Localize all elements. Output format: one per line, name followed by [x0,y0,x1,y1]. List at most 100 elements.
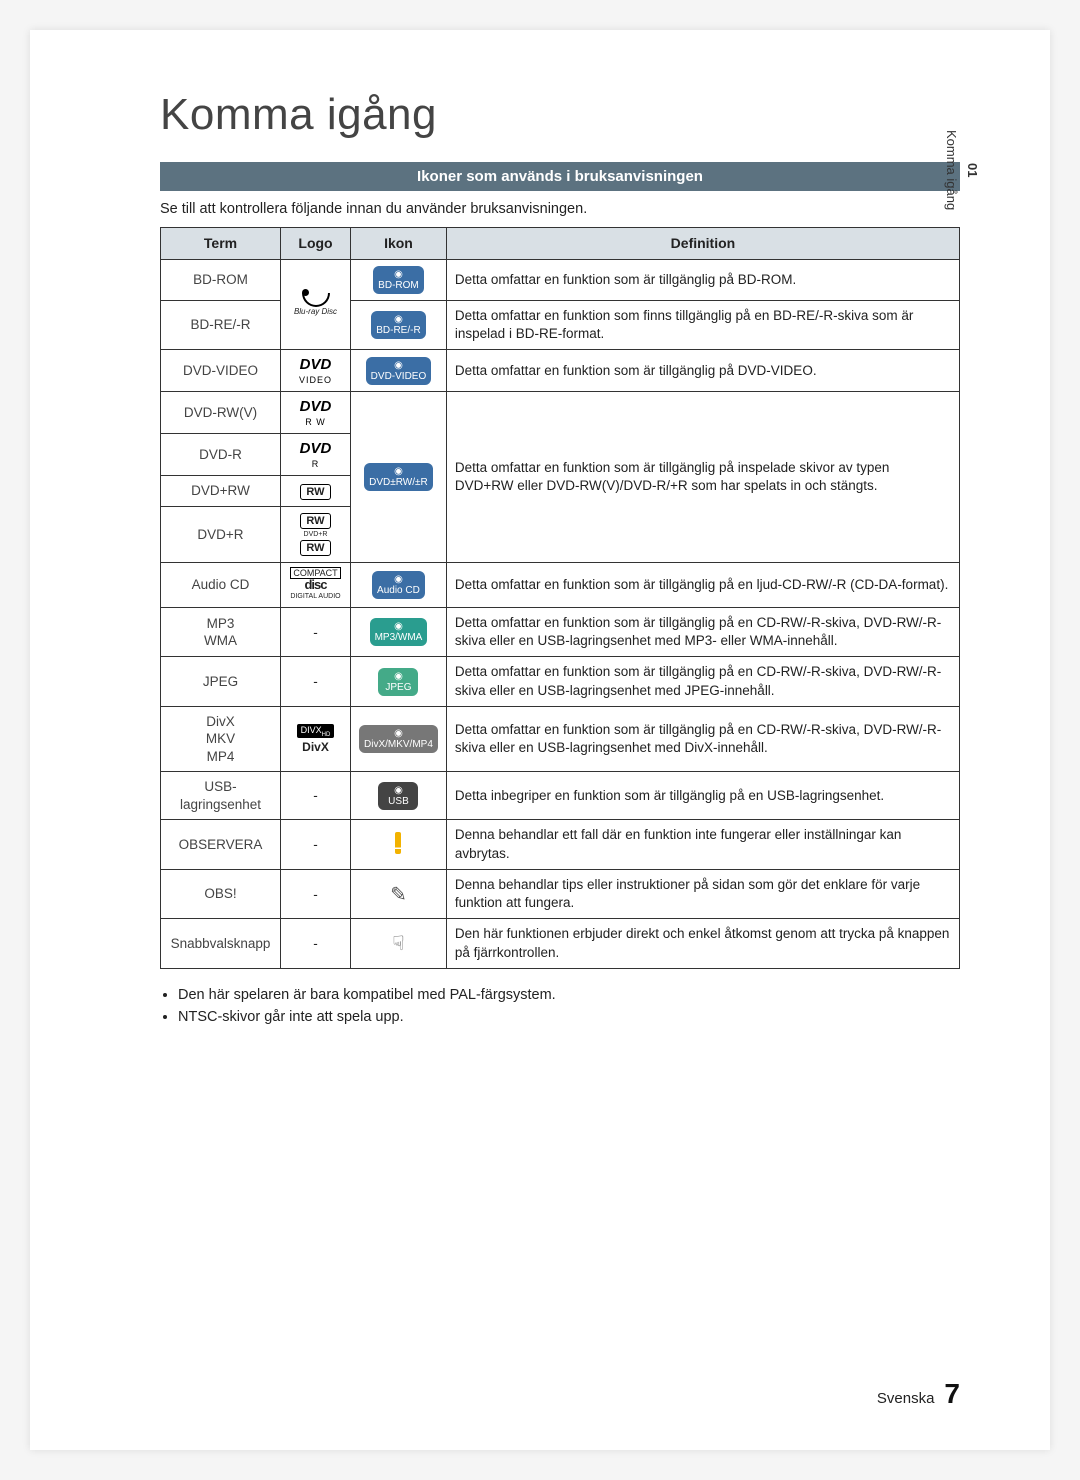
table-row: DVD-VIDEO DVDVIDEO ◉DVD-VIDEO Detta omfatta… [161,350,960,392]
intro-text: Se till att kontrollera följande innan d… [160,201,960,217]
icon-cell: ◉BD-ROM [351,259,447,300]
logo-cell: - [281,820,351,869]
disc-type-icon: ◉DivX/MKV/MP4 [359,725,438,753]
no-logo: - [313,788,318,803]
page-footer: Svenska 7 [877,1378,960,1410]
manual-page: 01 Komma igång Komma igång Ikoner som an… [30,30,1050,1450]
definition-cell: Denna behandlar ett fall där en funktion… [446,820,959,869]
icon-cell: ◉MP3/WMA [351,607,447,656]
term-cell: DVD-RW(V) [161,392,281,434]
term-cell: Snabbvalsknapp [161,919,281,968]
bullet-list: Den här spelaren är bara kompatibel med … [160,985,960,1029]
th-definition: Definition [446,228,959,260]
term-cell: DVD+RW [161,476,281,507]
bluray-logo-icon: Blu-ray Disc [294,293,337,316]
no-logo: - [313,936,318,951]
icon-cell: ◉DVD±RW/±R [351,392,447,563]
logo-cell: DIVXHDDivX [281,706,351,772]
term-cell: OBSERVERA [161,820,281,869]
definition-cell: Detta omfattar en funktion som är tillgä… [446,706,959,772]
table-row: BD-ROMBlu-ray Disc◉BD-ROMDetta omfattar … [161,259,960,300]
th-logo: Logo [281,228,351,260]
definition-cell: Detta omfattar en funktion som är tillgä… [446,657,959,706]
disc-type-icon: ◉JPEG [378,668,418,696]
rw-double-logo-icon: RWDVD+RRW [289,513,342,556]
term-cell: Audio CD [161,562,281,607]
logo-cell: - [281,772,351,820]
logo-cell: - [281,919,351,968]
bullet-item: Den här spelaren är bara kompatibel med … [178,985,960,1007]
icon-cell: ◉DVD-VIDEO [351,350,447,392]
term-cell: BD-RE/-R [161,300,281,349]
logo-cell: DVDR W [281,392,351,434]
icon-cell: ◉DivX/MKV/MP4 [351,706,447,772]
dvd-rw-logo-icon: DVDR W [289,398,342,427]
table-row: Snabbvalsknapp - ☟ Den här funktionen erbju… [161,919,960,968]
definition-cell: Den här funktionen erbjuder direkt och e… [446,919,959,968]
disc-type-icon: ◉DVD-VIDEO [366,357,432,385]
icon-cell: ◉USB [351,772,447,820]
term-cell: BD-ROM [161,259,281,300]
logo-cell: RWDVD+RRW [281,506,351,562]
no-logo: - [313,837,318,852]
term-cell: DVD-VIDEO [161,350,281,392]
dvd-video-logo-icon: DVDVIDEO [289,356,342,385]
disc-type-icon: ◉USB [378,782,418,810]
icon-cell: ☟ [351,919,447,968]
icon-cell: ◉BD-RE/-R [351,300,447,349]
table-row: JPEG - ◉JPEG Detta omfattar en funktion som… [161,657,960,706]
disc-type-icon: ◉DVD±RW/±R [364,463,433,491]
page-title: Komma igång [160,90,960,140]
definition-cell: Detta omfattar en funktion som är tillgä… [446,259,959,300]
definition-cell: Detta omfattar en funktion som är tillgä… [446,350,959,392]
side-tab-number: 01 [965,163,980,177]
term-cell: USB-lagringsenhet [161,772,281,820]
no-logo: - [313,674,318,689]
logo-cell: RW [281,476,351,507]
table-row: DivXMKVMP4 DIVXHDDivX ◉DivX/MKV/MP4 Detta o… [161,706,960,772]
icon-cell: ◉JPEG [351,657,447,706]
no-logo: - [313,887,318,902]
th-term: Term [161,228,281,260]
th-ikon: Ikon [351,228,447,260]
definition-cell: Detta inbegriper en funktion som är till… [446,772,959,820]
icon-cell: ◉Audio CD [351,562,447,607]
term-cell: OBS! [161,869,281,918]
side-tab: 01 Komma igång [944,130,980,210]
definitions-table: Term Logo Ikon Definition BD-ROMBlu-ray … [160,227,960,969]
definition-cell: Detta omfattar en funktion som finns til… [446,300,959,349]
icon-cell: ✎ [351,869,447,918]
logo-cell: DVDVIDEO [281,350,351,392]
logo-cell: COMPACTdiscDIGITAL AUDIO [281,562,351,607]
term-cell: MP3WMA [161,607,281,656]
dvd-r-logo-icon: DVDR [289,440,342,469]
logo-cell: - [281,607,351,656]
term-cell: JPEG [161,657,281,706]
table-row: OBSERVERA - Denna behandlar ett fall där e… [161,820,960,869]
note-icon: ✎ [390,884,407,906]
term-cell: DVD+R [161,506,281,562]
bullet-item: NTSC-skivor går inte att spela upp. [178,1007,960,1029]
caution-icon [395,832,401,854]
shortcut-hand-icon: ☟ [392,933,404,955]
compact-disc-logo-icon: COMPACTdiscDIGITAL AUDIO [290,569,340,600]
logo-cell: - [281,869,351,918]
term-cell: DivXMKVMP4 [161,706,281,772]
logo-cell: - [281,657,351,706]
table-row: USB-lagringsenhet - ◉USB Detta inbegriper e… [161,772,960,820]
no-logo: - [313,625,318,640]
definition-cell: Detta omfattar en funktion som är tillgä… [446,562,959,607]
table-row: MP3WMA-◉MP3/WMADetta omfattar en funktio… [161,607,960,656]
disc-type-icon: ◉BD-ROM [373,266,424,294]
table-row: BD-RE/-R ◉BD-RE/-RDetta omfattar en funkt… [161,300,960,349]
divx-logo-icon: DIVXHDDivX [289,724,342,755]
logo-cell: Blu-ray Disc [281,259,351,349]
disc-type-icon: ◉Audio CD [372,571,425,599]
table-row: Audio CD COMPACTdiscDIGITAL AUDIO ◉Audio C… [161,562,960,607]
disc-type-icon: ◉MP3/WMA [370,618,428,646]
footer-language: Svenska [877,1390,935,1407]
table-row: OBS! - ✎ Denna behandlar tips eller instruk… [161,869,960,918]
logo-cell: DVDR [281,434,351,476]
definition-cell: Denna behandlar tips eller instruktioner… [446,869,959,918]
section-heading: Ikoner som används i bruksanvisningen [160,162,960,191]
